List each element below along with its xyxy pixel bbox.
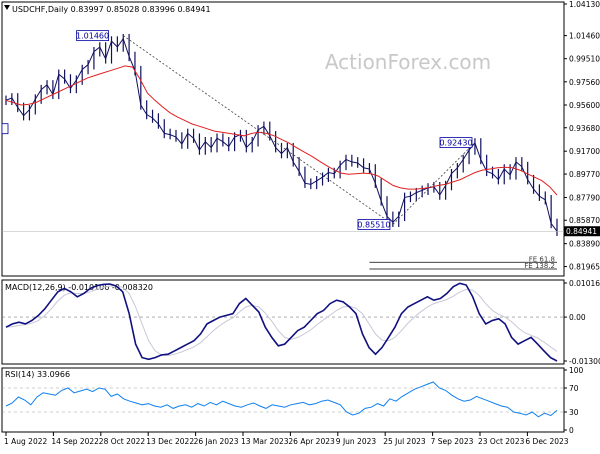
- price-close-line: [5, 37, 558, 232]
- moving-average-line: [5, 65, 558, 196]
- x-tick-label: 26 Jan 2023: [194, 437, 239, 446]
- macd-series-macd: [5, 282, 558, 362]
- annotation-box: [76, 30, 109, 42]
- rsi-layer: [5, 381, 558, 418]
- watermark: ActionForex.com: [325, 50, 491, 74]
- x-tick-label: 13 Mar 2023: [241, 437, 289, 446]
- price-panel-title: USDCHF,Daily 0.83997 0.85028 0.83996 0.8…: [12, 5, 211, 14]
- annotation-label: 0.92430: [439, 139, 472, 148]
- price-y-tick-label: 1.04130: [569, 0, 600, 9]
- rsi-y-tick-label: 70: [569, 384, 579, 393]
- price-y-tick-label: 0.85870: [569, 216, 600, 225]
- rsi-y-tick-label: 30: [569, 408, 579, 417]
- macd-layer: [5, 282, 558, 362]
- price-y-tick-label: 0.95600: [569, 101, 600, 110]
- current-price-label: 0.84941: [566, 227, 597, 236]
- x-tick-label: 1 Aug 2022: [4, 437, 47, 446]
- price-y-tick-label: 0.89770: [569, 170, 600, 179]
- x-tick-label: 28 Oct 2022: [99, 437, 146, 446]
- left-edge-marker: [1, 123, 9, 135]
- x-tick-label: 9 Jun 2023: [336, 437, 377, 446]
- axes-layer: 1.04130 1.01460 0.99510 0.97560 0.95600 0.936…: [4, 0, 600, 446]
- x-tick-label: 23 Oct 2023: [478, 437, 525, 446]
- price-y-tick-label: 1.01460: [569, 32, 600, 41]
- annotation-label: 1.01460: [76, 32, 109, 41]
- price-y-tick-label: 0.99510: [569, 55, 600, 64]
- annotation-box: [439, 137, 473, 148]
- x-tick-label: 6 Dec 2023: [525, 437, 568, 446]
- x-tick-label: 13 Dec 2022: [146, 437, 194, 446]
- price-layer: 1.01460 0.92430 0.85510 FE 61.8FE 138.2 0.84…: [1, 30, 600, 270]
- price-y-tick-label: 0.87790: [569, 194, 600, 203]
- price-y-tick-label: 0.83890: [569, 240, 600, 249]
- price-y-tick-label: 0.91700: [569, 147, 600, 156]
- x-tick-label: 25 Jul 2023: [383, 437, 426, 446]
- price-panel-frame: [1, 1, 565, 277]
- macd-panel-title: MACD(12,26,9) -0.010106 -0.008320: [5, 283, 153, 292]
- macd-y-tick-label: -0.013006: [569, 357, 600, 366]
- x-tick-label: 7 Sep 2023: [431, 437, 474, 446]
- x-tick-label: 26 Apr 2023: [288, 437, 335, 446]
- trendline-down: [123, 35, 394, 225]
- macd-y-tick-label: 0.00: [569, 313, 586, 322]
- price-y-tick-label: 0.81965: [569, 263, 600, 272]
- price-y-tick-label: 0.93680: [569, 124, 600, 133]
- rsi-y-tick-label: 0: [569, 426, 574, 435]
- price-y-tick-label: 0.97560: [569, 78, 600, 87]
- rsi-panel-frame: [1, 367, 565, 433]
- rsi-panel-title: RSI(14) 33.0966: [5, 370, 70, 379]
- grid-layer: [2, 316, 564, 413]
- fe-level-label: FE 138.2: [524, 262, 555, 270]
- current-price-marker: [564, 226, 600, 237]
- fe-level-label: FE 61.8: [529, 255, 555, 263]
- trendline-up: [392, 142, 476, 225]
- x-tick-label: 14 Sep 2022: [51, 437, 99, 446]
- rsi-line: [5, 381, 558, 418]
- annotation-label: 0.85510: [357, 221, 390, 230]
- rsi-y-tick-label: 100: [569, 366, 584, 375]
- macd-y-tick-label: 0.010166: [569, 279, 600, 288]
- annotation-box: [357, 219, 391, 230]
- macd-series-signal: [5, 285, 558, 357]
- symbol-dropdown-icon[interactable]: [4, 5, 10, 10]
